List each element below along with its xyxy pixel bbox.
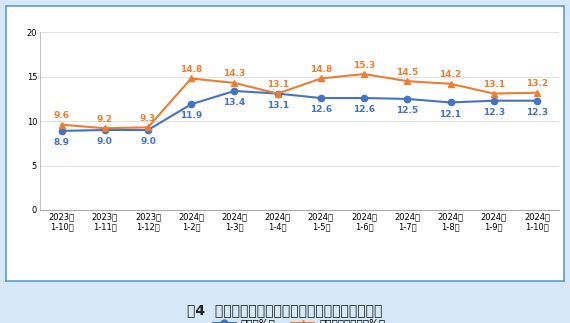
- 电子信息制造业（%）: [404, 79, 411, 83]
- 电子信息制造业（%）: [447, 82, 454, 86]
- 工业（%）: [101, 128, 108, 132]
- 电子信息制造业（%）: [361, 72, 368, 76]
- 工业（%）: [274, 92, 281, 96]
- Text: 9.2: 9.2: [97, 115, 113, 124]
- Text: 9.3: 9.3: [140, 114, 156, 123]
- Text: 12.1: 12.1: [439, 109, 462, 119]
- 工业（%）: [490, 99, 497, 103]
- Text: 14.2: 14.2: [439, 70, 462, 79]
- Text: 12.3: 12.3: [483, 108, 505, 117]
- Text: 13.1: 13.1: [267, 101, 288, 110]
- 工业（%）: [58, 129, 65, 133]
- Text: 12.5: 12.5: [396, 106, 418, 115]
- Text: 15.3: 15.3: [353, 61, 375, 70]
- Text: 13.1: 13.1: [267, 80, 288, 89]
- 工业（%）: [188, 102, 194, 106]
- 电子信息制造业（%）: [274, 92, 281, 96]
- 电子信息制造业（%）: [231, 81, 238, 85]
- Text: 8.9: 8.9: [54, 138, 70, 147]
- 电子信息制造业（%）: [145, 125, 152, 129]
- Text: 12.6: 12.6: [353, 105, 375, 114]
- Text: 13.1: 13.1: [483, 80, 505, 89]
- Text: 14.8: 14.8: [310, 65, 332, 74]
- Text: 13.4: 13.4: [223, 98, 246, 107]
- Text: 12.6: 12.6: [310, 105, 332, 114]
- 工业（%）: [361, 96, 368, 100]
- Text: 9.0: 9.0: [140, 137, 156, 146]
- Text: 图4  电子信息制造业和工业固定资产投资累计增速: 图4 电子信息制造业和工业固定资产投资累计增速: [188, 303, 382, 317]
- Text: 11.9: 11.9: [180, 111, 202, 120]
- Text: 9.0: 9.0: [97, 137, 113, 146]
- 工业（%）: [404, 97, 411, 101]
- Legend: 工业（%）, 电子信息制造业（%）: 工业（%）, 电子信息制造业（%）: [209, 314, 390, 323]
- Text: 14.5: 14.5: [396, 68, 418, 77]
- 工业（%）: [317, 96, 324, 100]
- 工业（%）: [145, 128, 152, 132]
- Text: 12.3: 12.3: [526, 108, 548, 117]
- Text: 14.8: 14.8: [180, 65, 202, 74]
- 电子信息制造业（%）: [534, 91, 540, 95]
- 电子信息制造业（%）: [101, 126, 108, 130]
- 电子信息制造业（%）: [490, 92, 497, 96]
- Line: 电子信息制造业（%）: 电子信息制造业（%）: [58, 71, 540, 131]
- Text: 9.6: 9.6: [54, 111, 70, 120]
- 工业（%）: [231, 89, 238, 93]
- 工业（%）: [447, 100, 454, 104]
- 电子信息制造业（%）: [58, 123, 65, 127]
- Text: 13.2: 13.2: [526, 79, 548, 88]
- 工业（%）: [534, 99, 540, 103]
- Text: 14.3: 14.3: [223, 69, 246, 78]
- Line: 工业（%）: 工业（%）: [58, 88, 540, 134]
- 电子信息制造业（%）: [317, 77, 324, 80]
- 电子信息制造业（%）: [188, 77, 194, 80]
